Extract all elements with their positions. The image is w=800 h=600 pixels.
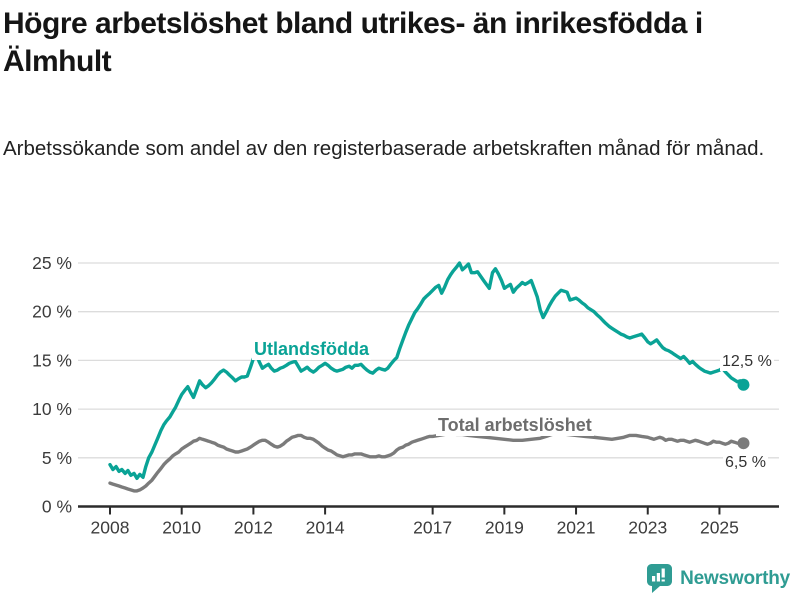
series-line-0 (108, 261, 746, 480)
brand-name: Newsworthy (680, 567, 790, 589)
x-tick-label: 2017 (413, 518, 452, 538)
page-title: Högre arbetslöshet bland utrikes- än inr… (3, 7, 703, 78)
x-tick-label: 2023 (628, 518, 667, 538)
y-tick-label: 25 % (32, 253, 72, 273)
series-end-dot-0 (737, 378, 750, 391)
x-tick-label: 2010 (162, 518, 201, 538)
x-tick-label: 2008 (91, 518, 130, 538)
y-tick-label: 0 % (42, 497, 72, 517)
series-line-1 (108, 431, 746, 493)
y-tick-label: 10 % (32, 399, 72, 419)
y-tick-label: 15 % (32, 350, 72, 370)
end-value-label-utlandsfodda: 12,5 % (720, 353, 774, 371)
newsworthy-branding: Newsworthy (646, 563, 790, 594)
series-end-dot-1 (737, 437, 750, 450)
y-tick-label: 20 % (32, 302, 72, 322)
x-tick-label: 2019 (485, 518, 524, 538)
x-tick-label: 2014 (306, 518, 345, 538)
x-tick-label: 2012 (234, 518, 273, 538)
bar-chart-speech-bubble-icon (647, 564, 673, 593)
y-tick-label: 5 % (42, 448, 72, 468)
series-label-utlandsfodda: Utlandsfödda (252, 339, 371, 360)
x-tick-label: 2025 (700, 518, 739, 538)
series-label-total-arbetsloshet: Total arbetslöshet (436, 415, 594, 436)
chart-subtitle: Arbetssökande som andel av den registerb… (3, 137, 765, 160)
x-tick-label: 2021 (557, 518, 596, 538)
end-value-label-total: 6,5 % (723, 454, 768, 472)
